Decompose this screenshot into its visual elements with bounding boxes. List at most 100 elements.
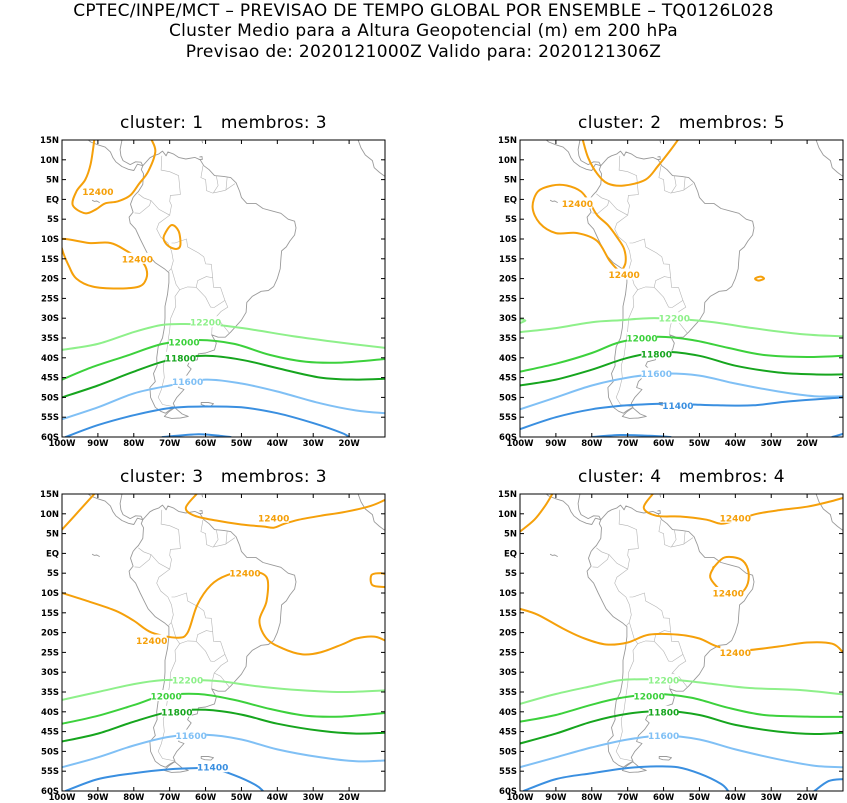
lat-label: 60S (41, 787, 59, 797)
lon-label: 100W (48, 439, 76, 449)
caribbean-island (659, 494, 662, 498)
africa-coastline (357, 140, 385, 184)
contour-label-12000: 12000 (168, 339, 199, 349)
contour-line (64, 766, 264, 791)
lat-label: 45S (41, 374, 59, 384)
lat-label: 60S (499, 787, 517, 797)
lon-label: 20W (796, 793, 818, 803)
lon-label: 70W (159, 439, 181, 449)
tierra-del-fuego-coastline (163, 761, 189, 773)
contour-line (62, 494, 96, 531)
lat-label: 30S (41, 668, 59, 678)
contour-line (531, 183, 627, 276)
lat-label: 15S (41, 609, 59, 619)
lat-label: 5S (47, 215, 59, 225)
contour-line (754, 275, 766, 282)
contour-label-bg (197, 761, 228, 773)
country-border (658, 519, 694, 548)
caribbean-island (201, 494, 204, 498)
lat-label: 50S (41, 747, 59, 757)
country-border (134, 193, 152, 214)
contour-label-12400: 12400 (136, 637, 167, 647)
contour-label-11600: 11600 (176, 732, 207, 742)
lon-label: 20W (796, 439, 818, 449)
panel-1-title: cluster: 1 membros: 3 (119, 113, 328, 133)
contour-label-12200: 12200 (190, 319, 221, 329)
lat-label: 10S (499, 235, 517, 245)
contour-label-12400: 12400 (229, 570, 260, 580)
lon-label: 80W (123, 793, 145, 803)
lat-label: 15S (499, 255, 517, 265)
contour-line (520, 494, 554, 533)
panel-4-title: cluster: 4 membros: 4 (577, 467, 786, 487)
country-border (653, 277, 684, 308)
lat-label: 35S (499, 334, 517, 344)
contour-line (162, 224, 182, 250)
lat-label: 5S (505, 569, 517, 579)
contour-label-bg (172, 375, 203, 387)
contour-label-bg (609, 268, 640, 280)
caribbean-island (201, 140, 204, 144)
country-border (618, 509, 639, 549)
contour-label-bg (165, 351, 196, 363)
caribbean-island (657, 135, 658, 137)
map-panel-cluster-4: 12400 12400 12400 12200 12000 11800 11600 15N 10… (498, 490, 844, 803)
contour-label-bg (641, 347, 672, 359)
lat-label: 20S (499, 629, 517, 639)
caribbean-island (199, 135, 200, 137)
country-border (200, 519, 236, 548)
lon-label: 50W (689, 793, 711, 803)
lon-label: 20W (338, 439, 360, 449)
contour-line (184, 494, 385, 529)
country-border (195, 277, 226, 308)
lat-label: 35S (41, 688, 59, 698)
contour-label-11400: 11400 (197, 764, 228, 774)
contour-label-bg (151, 690, 182, 701)
country-border (671, 529, 677, 547)
caribbean-island (656, 510, 661, 514)
contour-line (520, 709, 843, 745)
country-border (169, 548, 181, 570)
central-america-coastline (545, 140, 602, 171)
lon-label: 50W (231, 439, 253, 449)
lat-label: 15N (40, 136, 59, 146)
lon-label: 40W (267, 793, 289, 803)
lat-label: 10S (41, 235, 59, 245)
lon-label: 30W (761, 439, 783, 449)
contour-line (62, 678, 385, 701)
lat-label: 45S (499, 374, 517, 384)
contour-label-bg (161, 705, 192, 717)
country-border (629, 592, 672, 645)
contour-line (62, 237, 149, 290)
contour-label-12400: 12400 (720, 514, 751, 524)
lon-label: 20W (338, 793, 360, 803)
country-border (683, 531, 686, 544)
contour-label-12400: 12400 (258, 514, 289, 524)
contour-line (520, 372, 843, 411)
contour-label-12200: 12200 (648, 677, 679, 687)
contour-label-12400: 12400 (720, 649, 751, 659)
contour-label-12000: 12000 (150, 693, 181, 703)
galapagos-islands (91, 553, 100, 557)
caribbean-island (198, 156, 203, 160)
contour-line (62, 708, 385, 743)
lat-label: 25S (499, 294, 517, 304)
country-border (200, 165, 236, 194)
lat-label: 15S (499, 609, 517, 619)
contour-label-bg (648, 729, 679, 741)
lon-label: 50W (689, 439, 711, 449)
country-border (592, 193, 610, 214)
lat-label: 5S (505, 215, 517, 225)
contour-label-bg (176, 729, 207, 741)
central-america-coastline (87, 140, 144, 171)
country-border (171, 238, 214, 291)
country-border (213, 175, 219, 193)
lat-label: 40S (41, 708, 59, 718)
galapagos-islands (91, 199, 100, 203)
contour-label-bg (659, 312, 690, 324)
contour-line (62, 692, 385, 725)
lon-label: 60W (653, 793, 675, 803)
lat-label: 40S (499, 708, 517, 718)
country-border (211, 654, 229, 689)
country-border (592, 547, 610, 568)
